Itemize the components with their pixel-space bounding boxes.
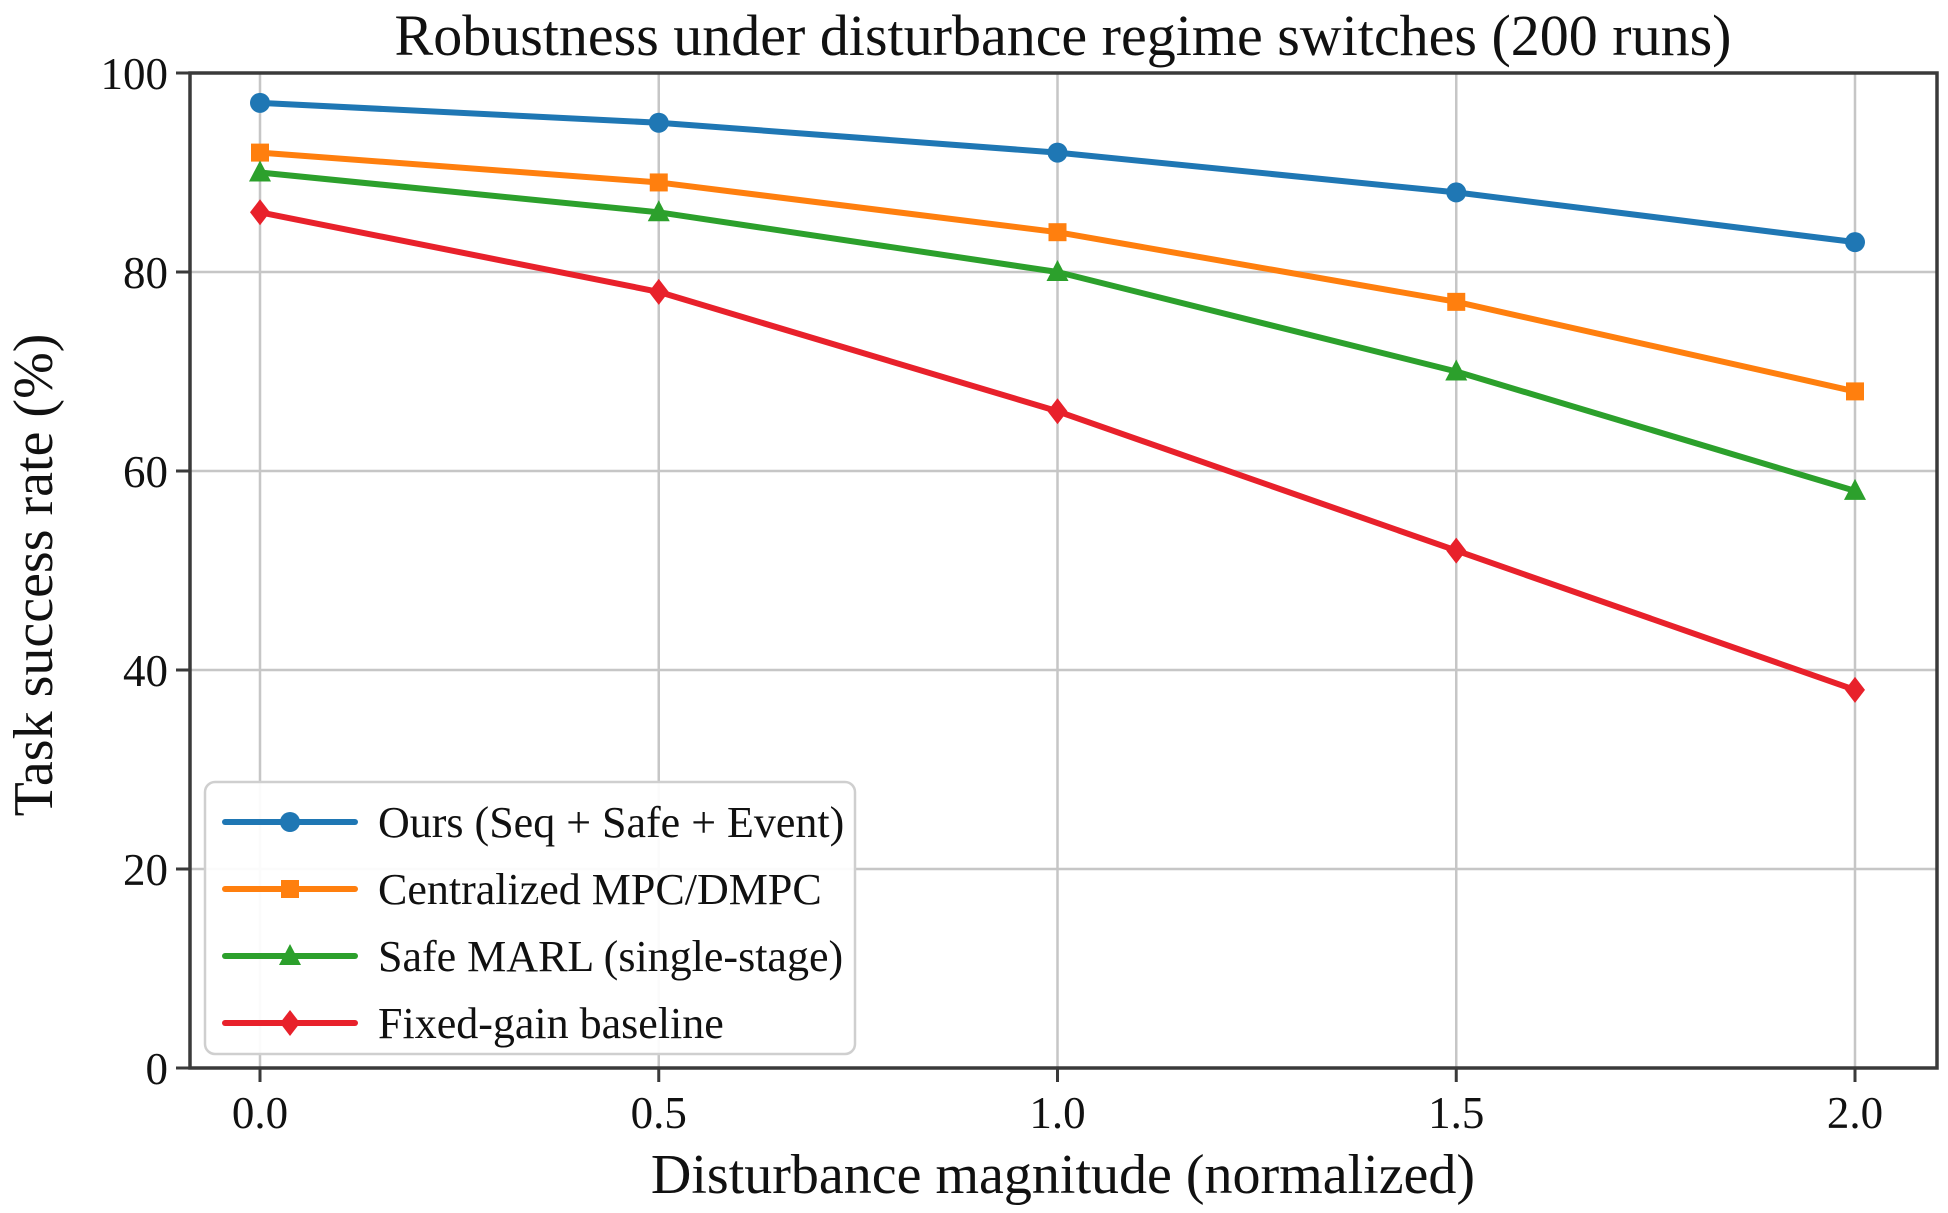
data-point-triangle-marker: [1844, 478, 1866, 500]
y-tick-label: 0: [146, 1044, 169, 1094]
x-tick-label: 1.5: [1428, 1088, 1484, 1138]
data-point-diamond-marker: [1845, 676, 1865, 703]
data-point-triangle-marker: [249, 160, 271, 182]
data-point-square-marker: [1447, 292, 1466, 311]
legend-label: Ours (Seq + Safe + Event): [378, 798, 844, 847]
data-point-square-marker: [251, 143, 269, 162]
data-point-diamond-marker: [1047, 398, 1068, 425]
legend-square-marker: [281, 880, 299, 898]
data-point-triangle-marker: [1445, 359, 1468, 381]
legend-item-safe-marl-single-stage: Safe MARL (single-stage): [222, 932, 843, 981]
data-point-circle-marker: [250, 92, 270, 113]
legend-triangle-marker: [279, 944, 301, 965]
legend-label: Centralized MPC/DMPC: [378, 865, 822, 914]
data-point-square-marker: [1048, 223, 1067, 242]
axes-layer: 0.0 0.5 1.0 1.5 2.0 0 20 40 60 80 100: [101, 49, 1939, 1138]
data-point-triangle-marker: [647, 200, 670, 222]
legend-item-centralized-mpc-dmpc: Centralized MPC/DMPC: [222, 865, 822, 914]
x-axis-label: Disturbance magnitude (normalized): [651, 1144, 1475, 1206]
y-tick-label: 100: [101, 49, 169, 99]
data-point-circle-marker: [1845, 232, 1865, 253]
x-tick-label: 0.5: [631, 1088, 687, 1138]
legend-label: Fixed-gain baseline: [378, 999, 724, 1048]
y-tick-label: 40: [123, 646, 168, 696]
data-point-triangle-marker: [1046, 260, 1069, 281]
data-point-square-marker: [1846, 382, 1864, 401]
x-tick-label: 0.0: [232, 1088, 288, 1138]
data-point-square-marker: [649, 173, 668, 192]
series-layer: [249, 92, 1866, 703]
y-tick-label: 60: [123, 447, 168, 497]
y-tick-label: 20: [123, 845, 168, 895]
data-point-circle-marker: [1446, 182, 1467, 203]
data-point-circle-marker: [1047, 142, 1068, 163]
legend: Ours (Seq + Safe + Event) Centralized MPC…: [203, 780, 857, 1056]
y-tick-label: 80: [123, 248, 168, 298]
axes-frame: [188, 71, 1939, 1070]
x-tick-label: 1.0: [1029, 1088, 1085, 1138]
legend-item-fixed-gain-baseline: Fixed-gain baseline: [222, 999, 724, 1048]
legend-label: Safe MARL (single-stage): [378, 932, 843, 981]
data-point-diamond-marker: [648, 278, 669, 305]
data-point-diamond-marker: [250, 199, 270, 226]
data-point-circle-marker: [648, 112, 669, 133]
x-tick-label: 2.0: [1827, 1088, 1883, 1138]
legend-diamond-marker: [280, 1010, 300, 1036]
legend-circle-marker: [280, 812, 300, 832]
chart-title: Robustness under disturbance regime swit…: [395, 3, 1732, 68]
y-axis-label: Task success rate (%): [3, 334, 65, 817]
legend-box: [203, 780, 857, 1056]
legend-item-ours-seq-safe-event: Ours (Seq + Safe + Event): [222, 798, 844, 847]
data-point-diamond-marker: [1446, 537, 1467, 564]
